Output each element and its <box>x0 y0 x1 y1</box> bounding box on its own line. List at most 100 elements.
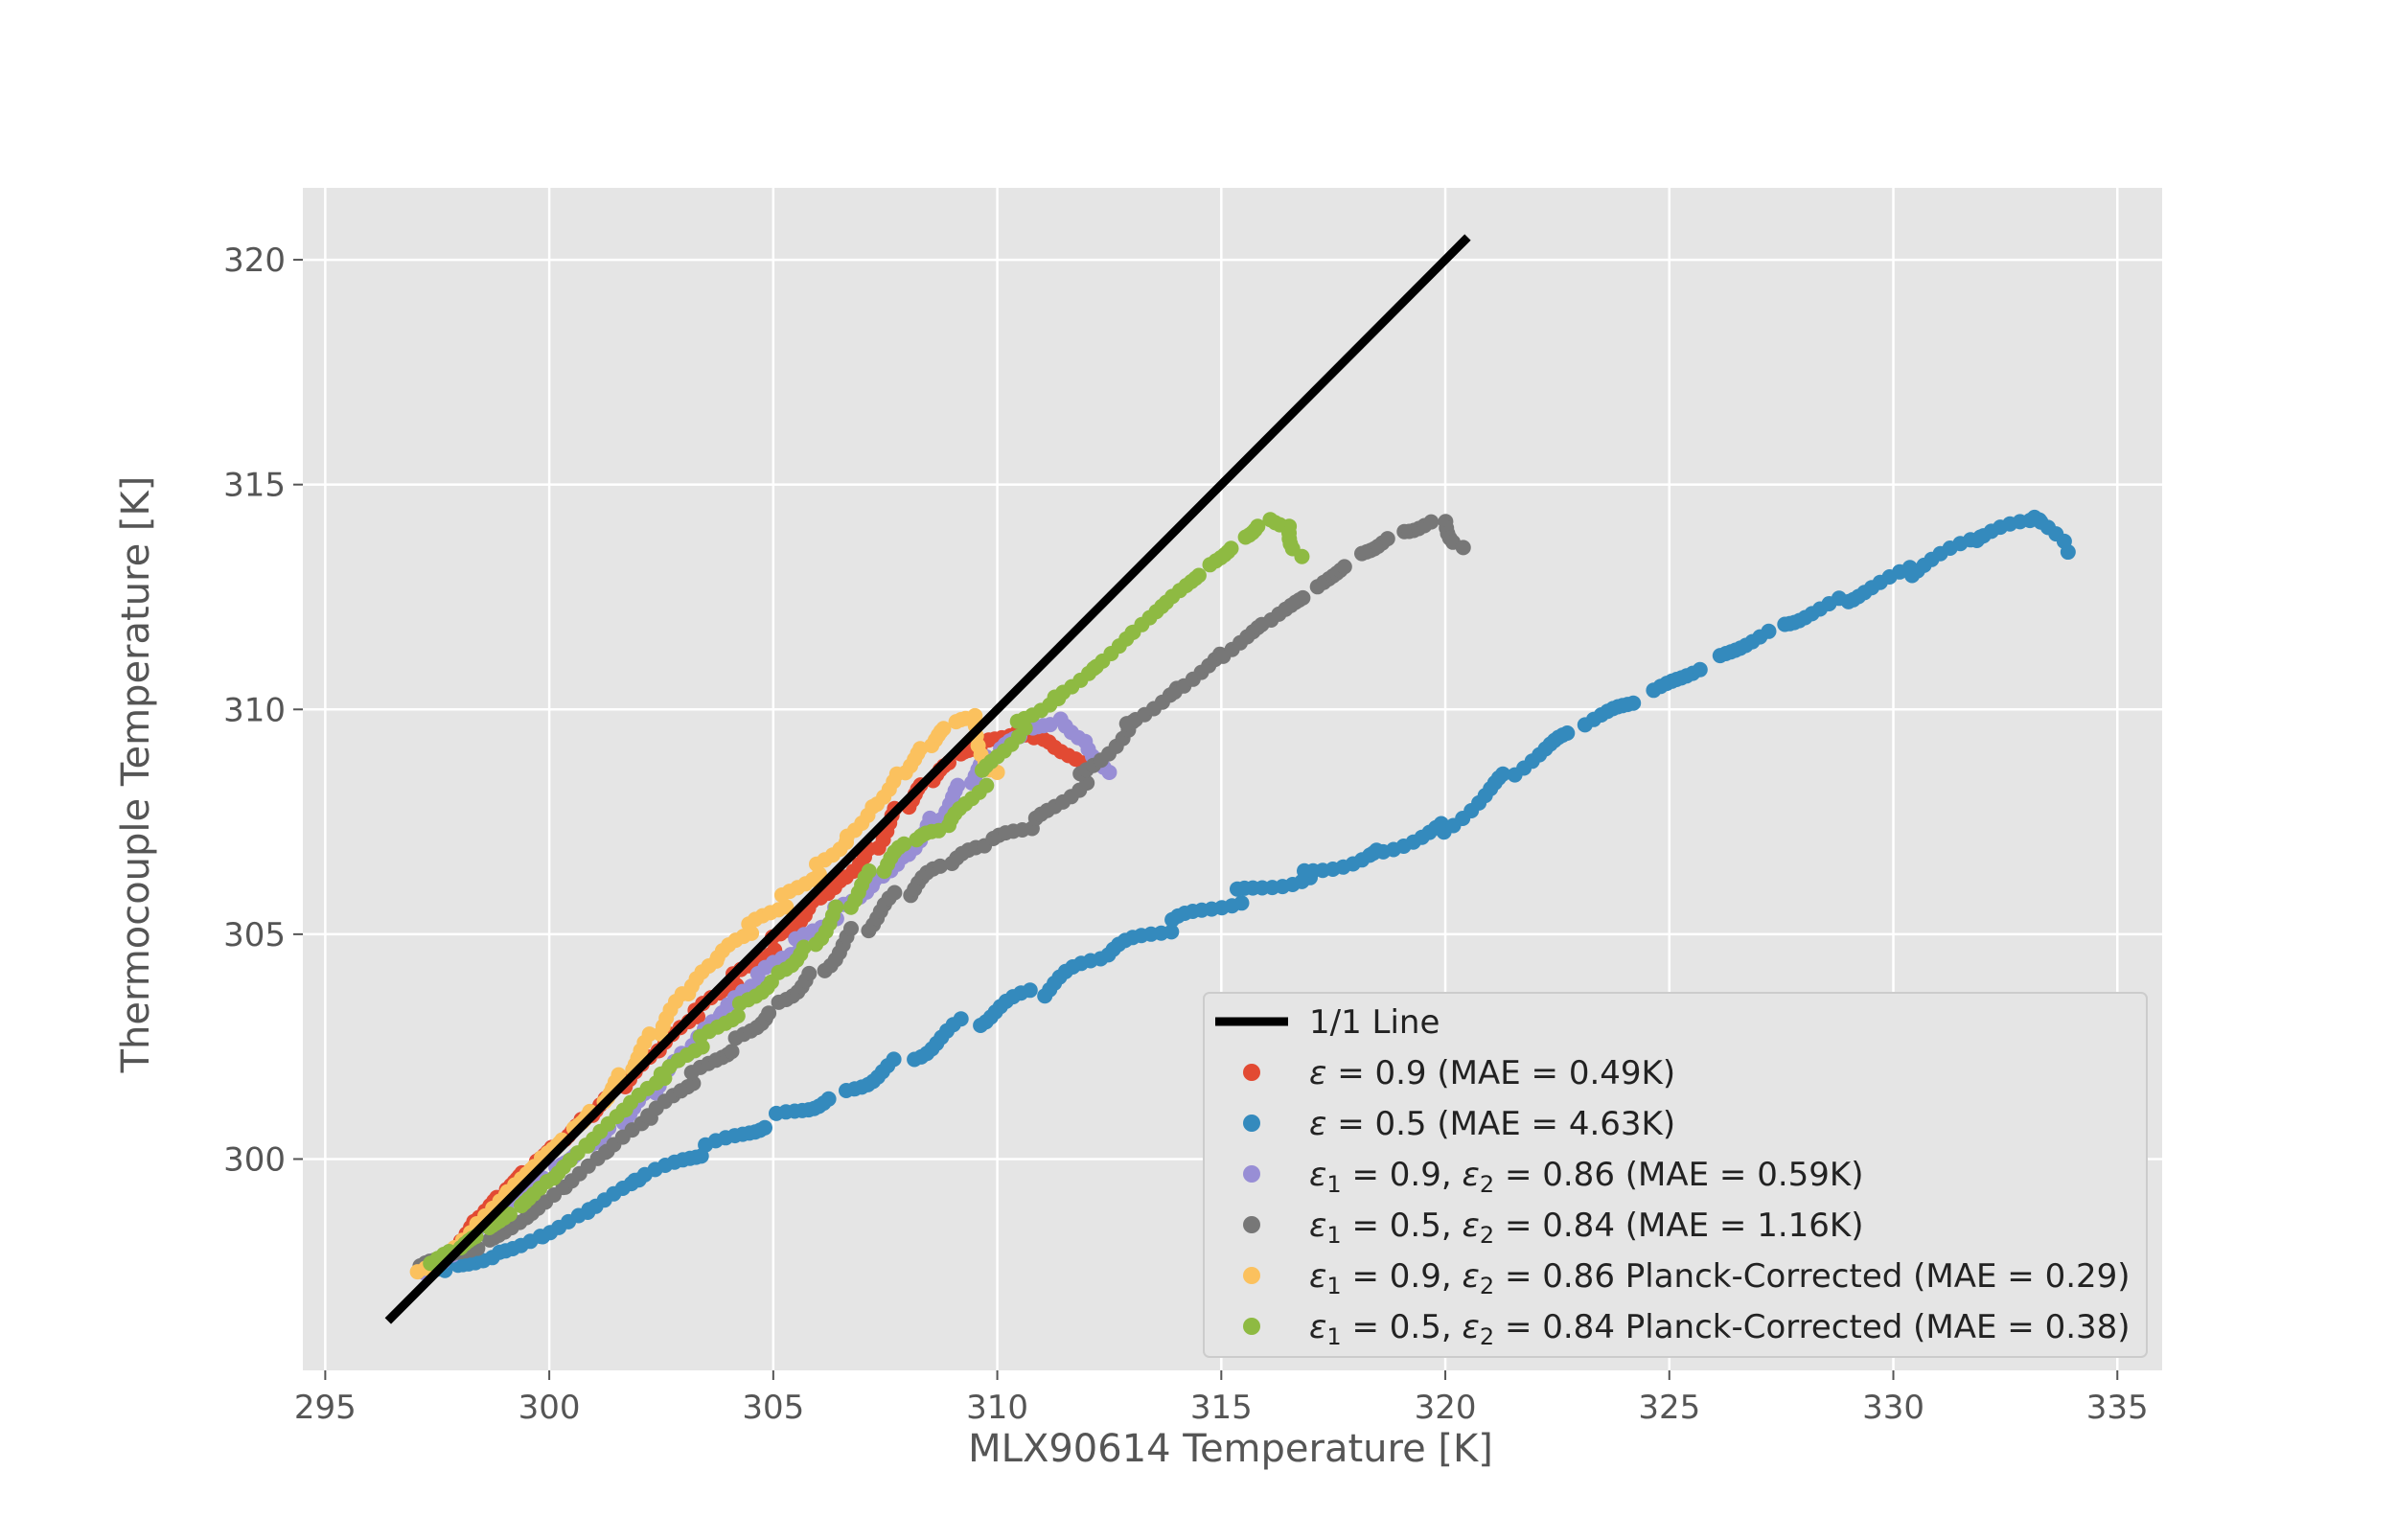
data-point <box>2060 544 2076 561</box>
x-tick-label: 305 <box>742 1389 804 1427</box>
data-point <box>1233 895 1250 911</box>
x-tick-label: 310 <box>966 1389 1028 1427</box>
legend-label-part: 2 <box>1480 1273 1494 1299</box>
legend-marker <box>1243 1216 1260 1233</box>
data-point <box>1559 725 1576 741</box>
legend-marker <box>1243 1267 1260 1284</box>
legend-label-part: ε <box>1462 1257 1479 1296</box>
legend-marker <box>1243 1115 1260 1132</box>
data-point <box>641 1026 657 1043</box>
legend-label: ε = 0.5 (MAE = 4.63K) <box>1309 1105 1675 1143</box>
data-point <box>820 1091 837 1107</box>
legend-label-part: = 0.5, <box>1342 1207 1463 1245</box>
data-point <box>611 1067 627 1083</box>
data-point <box>1163 924 1180 940</box>
data-point <box>1625 695 1642 711</box>
legend-label-part: = 0.9 (MAE = 0.49K) <box>1326 1054 1675 1092</box>
series-2-points <box>413 509 2076 1278</box>
data-point <box>757 1119 772 1136</box>
data-point <box>1692 661 1708 678</box>
legend-label-part: 1 <box>1326 1171 1341 1198</box>
legend-label-part: ε <box>1309 1156 1326 1194</box>
legend-label-part: ε <box>1462 1156 1479 1194</box>
data-point <box>1223 540 1239 557</box>
legend-label-part: = 0.9, <box>1342 1156 1463 1194</box>
legend-label-part: 1 <box>1326 1323 1341 1350</box>
y-axis-label: Thermocouple Temperature [K] <box>114 476 158 1074</box>
data-point <box>795 939 812 955</box>
data-point <box>861 863 877 879</box>
legend-label-part: ε <box>1309 1308 1326 1346</box>
legend-label-part: ε <box>1309 1257 1326 1296</box>
legend-label-part: ε <box>1309 1105 1326 1143</box>
y-tick-label: 300 <box>223 1140 286 1179</box>
legend-label-part: ε <box>1462 1207 1479 1245</box>
legend-label-part: ε <box>1309 1054 1326 1092</box>
legend-label-part: 2 <box>1480 1171 1494 1198</box>
data-point <box>1294 548 1310 564</box>
legend-label-part: 1 <box>1326 1222 1341 1249</box>
data-point <box>729 1008 746 1024</box>
legend-label-part: = 0.5 (MAE = 4.63K) <box>1326 1105 1675 1143</box>
y-tick-label: 305 <box>223 916 286 954</box>
x-tick-label: 320 <box>1415 1389 1477 1427</box>
legend-label-part: 2 <box>1480 1323 1494 1350</box>
legend-marker <box>1243 1064 1260 1081</box>
data-point <box>1455 540 1471 556</box>
data-point <box>1761 623 1777 639</box>
legend-marker <box>1243 1318 1260 1335</box>
x-tick-label: 335 <box>2086 1389 2149 1427</box>
data-point <box>778 899 795 915</box>
data-point <box>1101 764 1117 780</box>
legend-label-part: = 0.86 Planck-Corrected (MAE = 0.29) <box>1494 1257 2130 1296</box>
x-tick-label: 325 <box>1638 1389 1700 1427</box>
x-axis-label: MLX90614 Temperature [K] <box>968 1427 1493 1471</box>
data-point <box>501 1207 518 1223</box>
data-point <box>801 965 818 981</box>
data-point <box>950 777 966 793</box>
legend-label-part: = 0.84 Planck-Corrected (MAE = 0.38) <box>1494 1308 2130 1346</box>
y-tick-label: 310 <box>223 691 286 729</box>
data-point <box>1336 559 1352 575</box>
data-point <box>843 921 859 936</box>
legend-label: ε = 0.9 (MAE = 0.49K) <box>1309 1054 1675 1092</box>
legend-label-part: ε <box>1309 1207 1326 1245</box>
legend-label-part: ε <box>1462 1308 1479 1346</box>
data-point <box>1190 567 1207 584</box>
x-axis-ticks: 295 300 305 310 315 320 325 330 335 <box>294 1370 2149 1427</box>
legend-label-part: 2 <box>1480 1222 1494 1249</box>
data-point <box>1379 531 1395 547</box>
data-point <box>761 1005 777 1022</box>
x-tick-label: 295 <box>294 1389 357 1427</box>
legend-label-part: 1 <box>1326 1273 1341 1299</box>
data-point <box>1022 982 1038 999</box>
data-point <box>887 885 903 901</box>
y-axis-ticks: 300 305 310 315 320 <box>223 241 303 1179</box>
legend-label-line: 1/1 Line <box>1309 1003 1440 1042</box>
data-point <box>1495 766 1511 782</box>
data-point <box>953 1011 969 1027</box>
x-tick-label: 315 <box>1190 1389 1253 1427</box>
data-point <box>979 777 995 793</box>
data-point <box>1423 514 1440 530</box>
legend-label: ε1 = 0.5, ε2 = 0.84 Planck-Corrected (MA… <box>1309 1308 2131 1350</box>
one-to-one-line <box>384 234 1471 1324</box>
data-point <box>935 721 952 737</box>
data-point <box>886 1051 902 1068</box>
legend-label-part: = 0.9, <box>1342 1257 1463 1296</box>
data-point <box>828 899 844 915</box>
y-tick-label: 320 <box>223 241 286 280</box>
data-point <box>724 1044 740 1060</box>
legend-marker <box>1243 1165 1260 1183</box>
data-point <box>933 858 948 874</box>
data-point <box>1295 589 1311 606</box>
series-4-points <box>412 514 1471 1274</box>
legend-box <box>1203 992 2148 1358</box>
data-point <box>1250 518 1266 535</box>
x-tick-label: 330 <box>1862 1389 1924 1427</box>
y-tick-label: 315 <box>223 467 286 505</box>
legend-label: ε1 = 0.9, ε2 = 0.86 (MAE = 0.59K) <box>1309 1156 1863 1198</box>
data-point <box>922 810 938 826</box>
